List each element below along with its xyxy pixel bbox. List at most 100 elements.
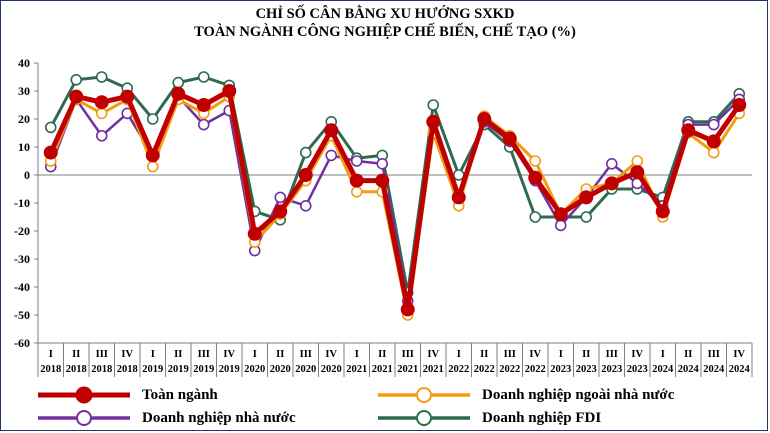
x-tick-year: 2020 (295, 364, 316, 375)
data-point (299, 200, 312, 212)
data-point (69, 89, 84, 104)
y-tick-label: -60 (14, 336, 30, 350)
data-point (655, 204, 670, 219)
data-point (528, 170, 543, 185)
data-point (630, 165, 645, 180)
data-point (94, 95, 109, 110)
x-tick-quarter: III (300, 349, 312, 360)
x-tick-quarter: IV (325, 349, 337, 360)
data-point (171, 86, 186, 101)
x-tick-year: 2023 (550, 364, 571, 375)
axis-layer (34, 62, 753, 377)
x-tick-quarter: I (49, 349, 53, 360)
data-point (197, 71, 210, 83)
x-tick-year: 2019 (193, 364, 214, 375)
data-point (707, 146, 720, 159)
data-point (145, 148, 160, 163)
legend-item-nha-nuoc: Doanh nghiệp nhà nước (36, 408, 296, 428)
x-tick-year: 2023 (576, 364, 597, 375)
x-tick-quarter: II (684, 349, 692, 360)
y-tick-label: -20 (14, 224, 30, 238)
data-point (274, 191, 287, 204)
data-point (477, 112, 492, 126)
x-tick-quarter: II (72, 349, 80, 360)
x-tick-year: 2024 (703, 364, 725, 375)
data-point (273, 204, 288, 219)
data-point (95, 107, 108, 120)
x-tick-year: 2021 (372, 364, 393, 375)
data-point (298, 168, 313, 182)
x-tick-year: 2023 (627, 364, 648, 375)
data-point (451, 190, 466, 205)
legend-item-ngoai-nha-nuoc: Doanh nghiệp ngoài nhà nước (376, 385, 674, 405)
x-tick-quarter: III (96, 349, 108, 360)
data-point (604, 176, 619, 191)
data-point (299, 146, 312, 159)
y-tick-label: -50 (14, 308, 30, 322)
chart-title-line-1: CHỈ SỐ CÂN BẰNG XU HƯỚNG SXKD (255, 6, 515, 22)
data-point (350, 155, 363, 167)
data-point (529, 155, 542, 167)
legend-swatch-fdi (378, 410, 470, 426)
x-tick-year: 2020 (244, 364, 265, 375)
data-point (706, 134, 721, 149)
legend-label-ngoai-nha-nuoc: Doanh nghiệp ngoài nhà nước (482, 386, 675, 403)
x-tick-year: 2024 (678, 364, 700, 375)
x-tick-quarter: I (151, 349, 155, 360)
data-point (95, 71, 108, 83)
x-tick-quarter: II (276, 349, 284, 360)
legend-swatch-ngoai-nha-nuoc (378, 387, 470, 403)
legend-item-fdi: Doanh nghiệp FDI (376, 408, 601, 428)
y-tick-label: 30 (18, 84, 30, 98)
data-point (426, 114, 441, 129)
x-tick-quarter: III (402, 349, 414, 360)
x-tick-year: 2018 (91, 364, 112, 375)
data-point (605, 158, 618, 170)
data-point (580, 211, 593, 223)
data-point (350, 186, 363, 198)
series-layer (43, 71, 747, 321)
x-tick-quarter: III (198, 349, 210, 360)
y-tick-label: 10 (18, 140, 30, 154)
data-point (502, 131, 517, 146)
data-point (427, 99, 440, 111)
data-point (222, 84, 237, 98)
x-tick-year: 2024 (652, 364, 674, 375)
data-point (554, 219, 567, 232)
data-point (349, 173, 364, 188)
legend-swatch-nha-nuoc (38, 410, 130, 426)
data-point (120, 89, 135, 104)
x-tick-quarter: II (378, 349, 386, 360)
data-point (196, 98, 211, 112)
x-tick-year: 2022 (474, 364, 495, 375)
series-line (49, 95, 741, 317)
x-tick-year: 2018 (117, 364, 138, 375)
y-tick-label: 20 (18, 112, 30, 126)
series-line (49, 95, 741, 303)
data-point (325, 149, 338, 162)
data-point (631, 155, 644, 167)
legend-label-fdi: Doanh nghiệp FDI (482, 409, 602, 426)
data-point (707, 118, 720, 131)
x-tick-year: 2022 (448, 364, 469, 375)
x-tick-quarter: II (582, 349, 590, 360)
data-point (95, 130, 108, 142)
x-tick-year: 2022 (525, 364, 546, 375)
x-tick-year: 2019 (219, 364, 240, 375)
y-tick-label: 40 (18, 56, 30, 70)
data-point (452, 169, 465, 181)
x-tick-year: 2020 (270, 364, 291, 375)
data-point (681, 123, 696, 138)
x-tick-quarter: IV (733, 349, 745, 360)
legend-swatch-toan-nganh (38, 386, 130, 404)
x-tick-year: 2019 (168, 364, 189, 375)
x-tick-quarter: III (504, 349, 516, 360)
data-point (70, 74, 83, 86)
x-tick-year: 2018 (40, 364, 61, 375)
x-tick-quarter: III (708, 349, 720, 360)
data-point (579, 190, 594, 205)
series-toan-nganh (43, 84, 747, 317)
x-tick-quarter: IV (427, 349, 439, 360)
data-point (375, 173, 390, 188)
